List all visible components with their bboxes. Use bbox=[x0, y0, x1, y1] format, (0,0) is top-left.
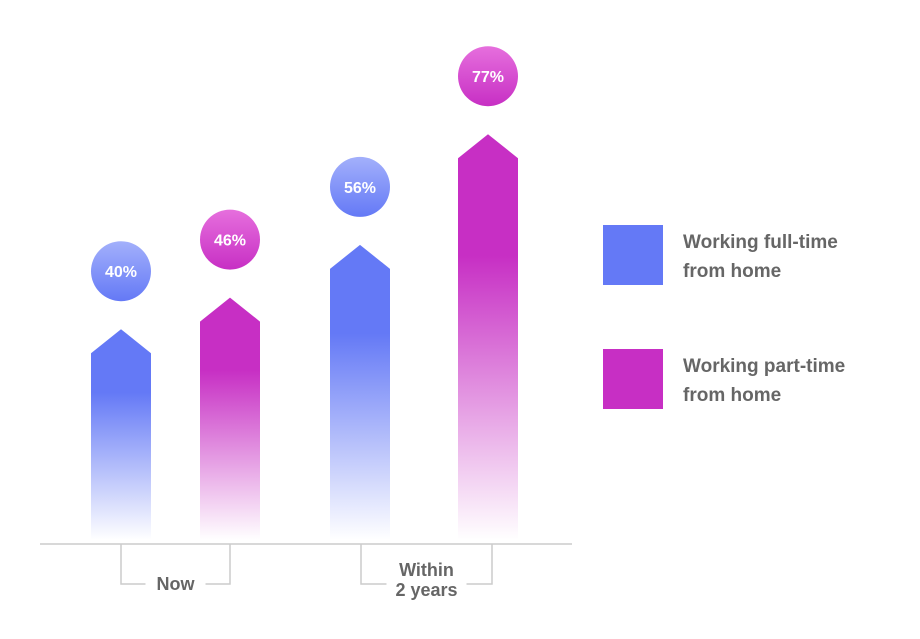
legend-item-part-time: Working part-time from home bbox=[603, 349, 903, 409]
category-bracket-1 bbox=[360, 544, 493, 585]
value-bubble-part-time-1 bbox=[458, 46, 518, 107]
data-label-full-time-0: 40% bbox=[105, 264, 137, 281]
legend-label-part-time-text: Working part-time from home bbox=[683, 356, 846, 406]
legend-item-full-time: Working full-time from home bbox=[603, 225, 903, 285]
data-label-part-time-1: 77% bbox=[472, 69, 504, 86]
legend-label-full-time: Working full-time from home bbox=[683, 228, 883, 286]
data-label-part-time-0: 46% bbox=[214, 233, 246, 250]
bar-part-time-1 bbox=[458, 134, 518, 540]
bar-part-time-0 bbox=[200, 297, 260, 540]
value-bubble-full-time-0 bbox=[91, 241, 151, 302]
legend-label-full-time-text: Working full-time from home bbox=[683, 232, 838, 282]
category-label-1: Within 2 years bbox=[395, 560, 457, 600]
legend-swatch-full-time bbox=[603, 225, 663, 285]
legend-label-part-time: Working part-time from home bbox=[683, 352, 883, 410]
category-bracket-0 bbox=[120, 544, 231, 585]
legend-swatch-part-time bbox=[603, 349, 663, 409]
data-label-full-time-1: 56% bbox=[344, 180, 376, 197]
category-label-0: Now bbox=[157, 574, 196, 594]
bar-full-time-1 bbox=[330, 244, 390, 540]
value-bubble-full-time-1 bbox=[330, 156, 390, 217]
bar-full-time-0 bbox=[91, 329, 151, 540]
value-bubble-part-time-0 bbox=[200, 209, 260, 270]
